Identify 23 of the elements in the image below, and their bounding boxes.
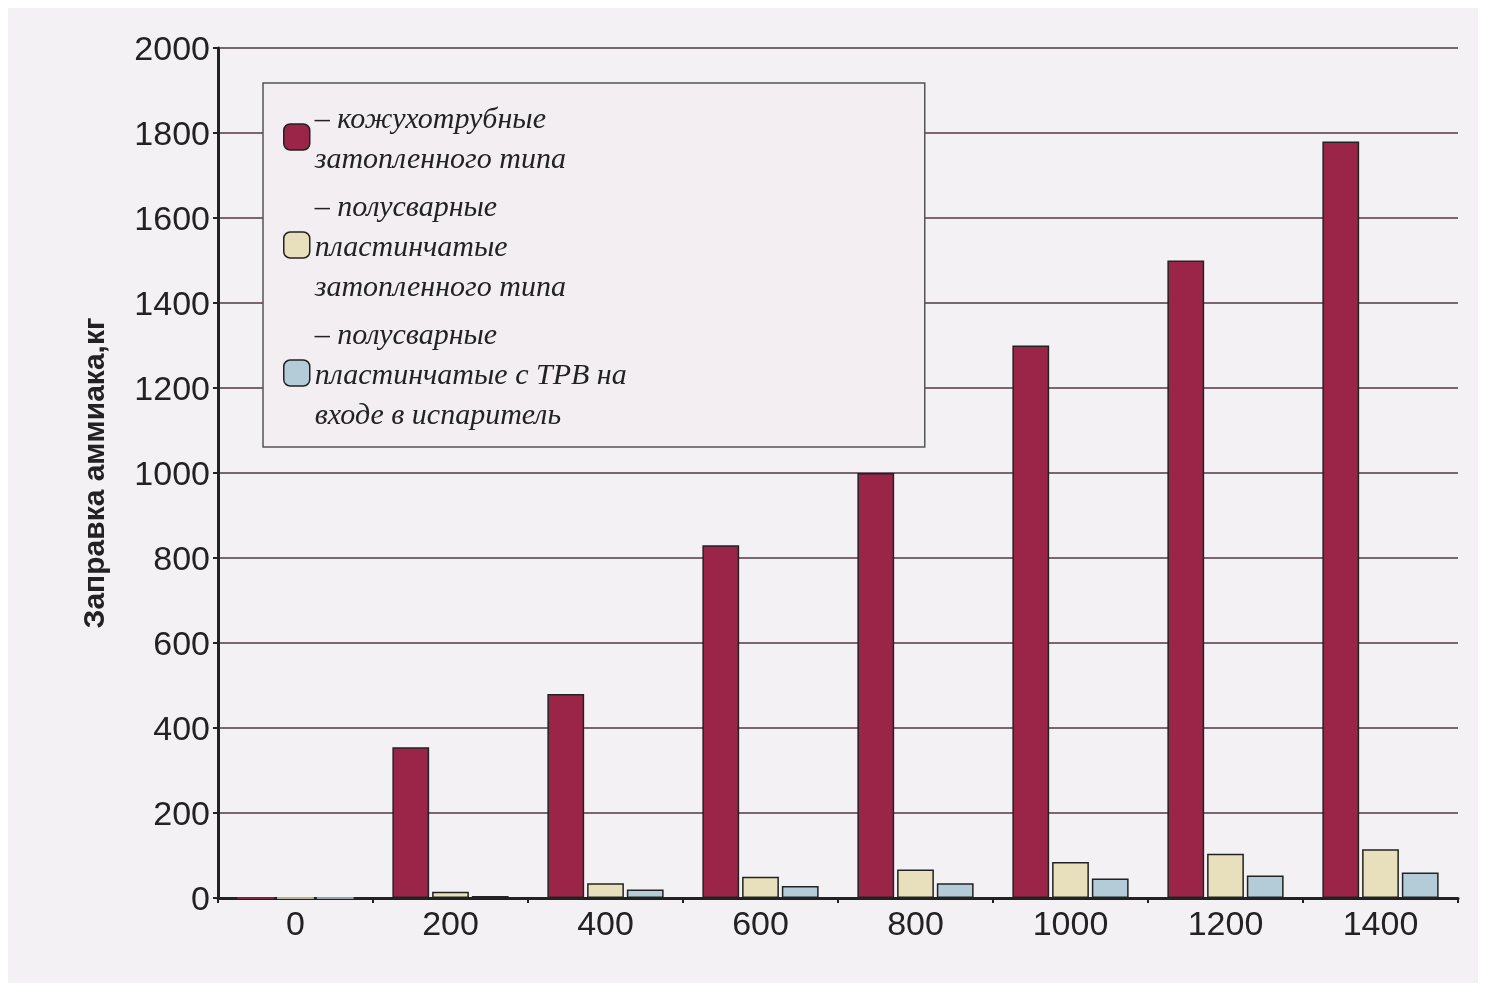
- x-tick-label: 1000: [1032, 904, 1109, 942]
- x-tick-label: 800: [887, 904, 944, 942]
- x-tick-label: 1400: [1342, 904, 1419, 942]
- y-tick-label: 2000: [134, 29, 210, 67]
- x-tick-label: 200: [422, 904, 479, 942]
- legend-label: – полусварные пластинчатые с ТРВ на входе в испаритель: [313, 316, 635, 430]
- legend-label: – кожухотрубные затопленного типа: [313, 100, 566, 174]
- y-tick-label: 200: [153, 794, 210, 832]
- y-tick-label: 600: [153, 624, 210, 662]
- legend-label: – полусварные пластинчатые затопленного типа: [313, 188, 566, 302]
- y-tick-label: 1400: [134, 284, 210, 322]
- y-axis-title: Заправка аммиака,кг: [76, 317, 110, 629]
- y-tick-label: 1600: [134, 199, 210, 237]
- x-tick-label: 0: [286, 904, 305, 942]
- y-tick-label: 800: [153, 539, 210, 577]
- y-tick-label: 1000: [134, 454, 210, 492]
- x-tick-label: 1200: [1187, 904, 1264, 942]
- y-tick-label: 1200: [134, 369, 210, 407]
- y-tick-label: 400: [153, 709, 210, 747]
- y-tick-label: 0: [191, 879, 210, 917]
- x-tick-label: 600: [732, 904, 789, 942]
- x-tick-label: 400: [577, 904, 634, 942]
- y-tick-label: 1800: [134, 114, 210, 152]
